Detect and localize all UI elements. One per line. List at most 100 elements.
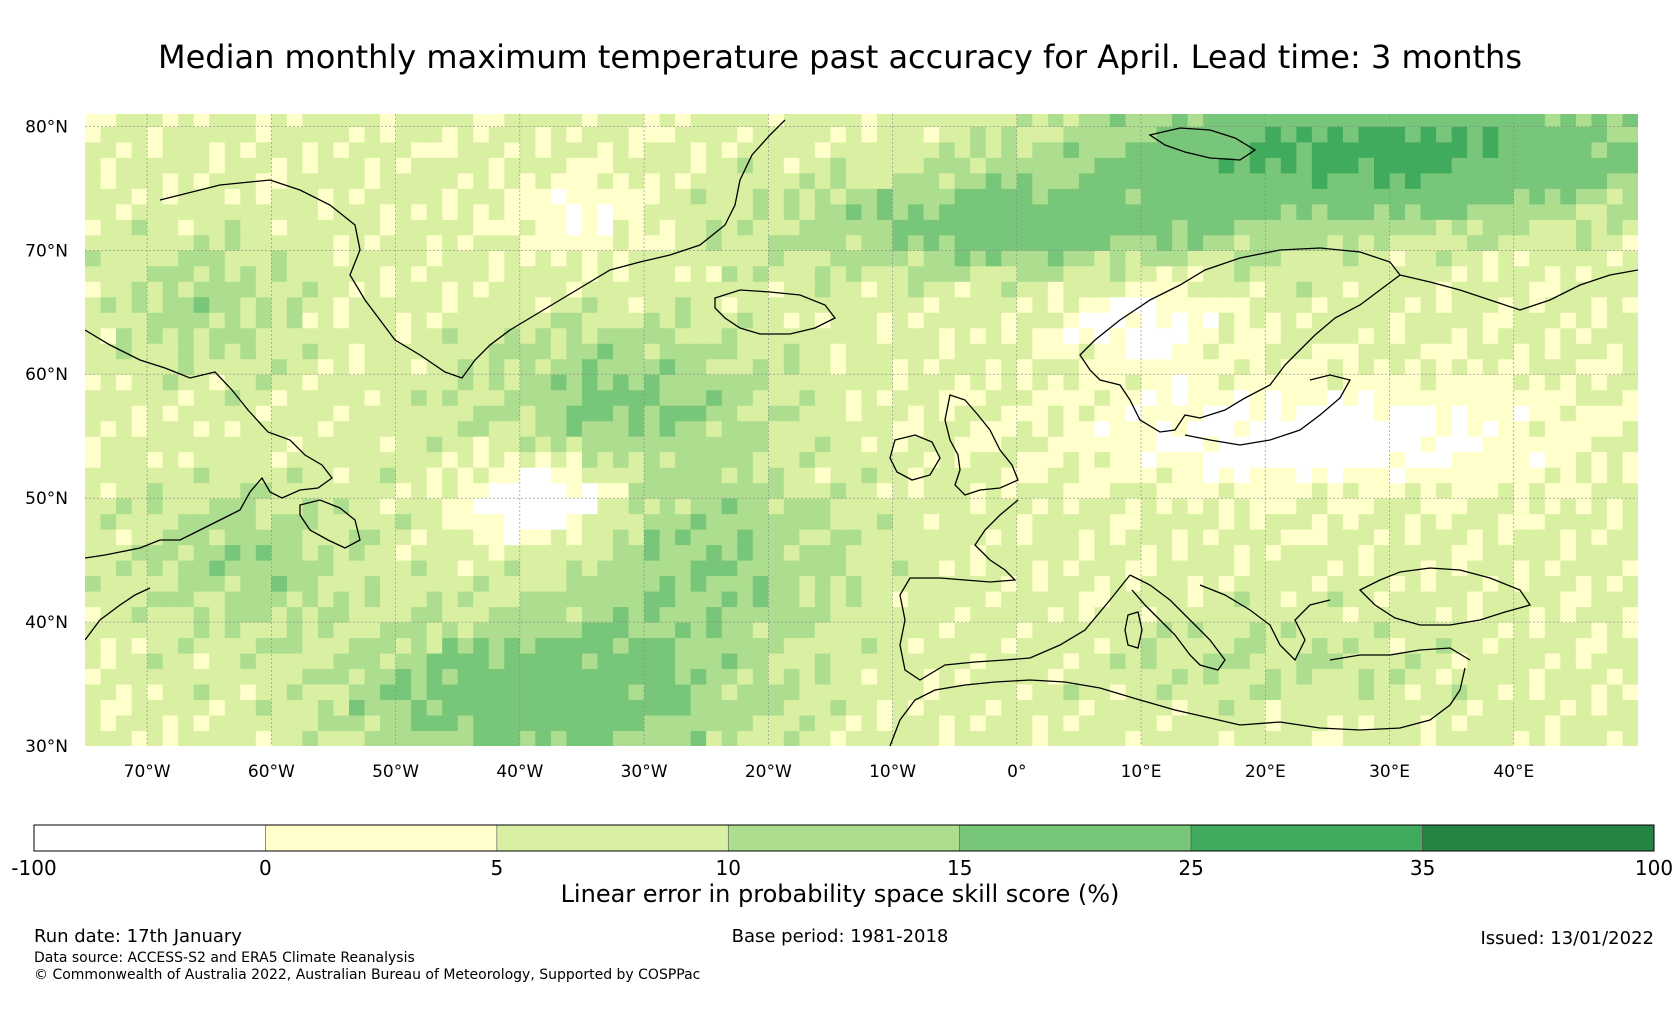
skill-cell <box>240 575 257 592</box>
skill-cell <box>1420 715 1437 732</box>
skill-cell <box>286 296 303 313</box>
skill-cell <box>224 684 241 701</box>
skill-cell <box>1280 653 1297 670</box>
skill-cell <box>1575 606 1592 623</box>
skill-cell <box>488 436 505 453</box>
skill-cell <box>939 219 956 236</box>
skill-cell <box>752 281 769 298</box>
skill-cell <box>1529 141 1546 158</box>
skill-cell <box>783 544 800 561</box>
skill-cell <box>395 141 412 158</box>
skill-cell <box>1078 250 1095 267</box>
skill-cell <box>706 389 723 406</box>
skill-cell <box>1513 467 1530 484</box>
skill-cell <box>1094 575 1111 592</box>
skill-cell <box>1560 575 1577 592</box>
skill-cell <box>690 575 707 592</box>
skill-cell <box>939 141 956 158</box>
skill-cell <box>985 436 1002 453</box>
skill-cell <box>1001 358 1018 375</box>
skill-cell <box>535 668 552 685</box>
skill-cell <box>395 296 412 313</box>
skill-cell <box>706 219 723 236</box>
skill-cell <box>193 389 210 406</box>
skill-cell <box>209 529 226 546</box>
skill-cell <box>877 114 894 127</box>
skill-cell <box>814 544 831 561</box>
skill-cell <box>1125 343 1142 360</box>
skill-cell <box>224 591 241 608</box>
skill-cell <box>752 157 769 174</box>
skill-cell <box>380 730 397 746</box>
skill-cell <box>659 420 676 437</box>
skill-cell <box>286 203 303 220</box>
skill-cell <box>1622 343 1638 360</box>
skill-cell <box>814 560 831 577</box>
skill-cell <box>488 250 505 267</box>
skill-cell <box>721 637 738 654</box>
skill-cell <box>535 715 552 732</box>
skill-cell <box>193 622 210 639</box>
skill-cell <box>877 343 894 360</box>
skill-cell <box>504 343 521 360</box>
skill-cell <box>954 467 971 484</box>
skill-cell <box>721 622 738 639</box>
skill-cell <box>85 188 102 205</box>
skill-cell <box>473 389 490 406</box>
skill-cell <box>1311 172 1328 189</box>
skill-cell <box>333 451 350 468</box>
skill-cell <box>1575 653 1592 670</box>
skill-cell <box>799 157 816 174</box>
skill-cell <box>1156 203 1173 220</box>
skill-cell <box>1373 451 1391 468</box>
skill-cell <box>1373 358 1391 375</box>
skill-cell <box>581 250 598 267</box>
skill-cell <box>286 420 303 437</box>
skill-cell <box>380 436 397 453</box>
skill-cell <box>488 622 505 639</box>
skill-cell <box>1032 513 1049 530</box>
skill-cell <box>939 405 956 422</box>
skill-cell <box>830 699 847 716</box>
skill-cell <box>504 498 521 515</box>
skill-cell <box>1032 389 1049 406</box>
skill-cell <box>581 358 598 375</box>
skill-cell <box>768 358 785 375</box>
skill-cell <box>970 234 987 251</box>
skill-cell <box>1141 141 1158 158</box>
skill-cell <box>1280 699 1297 716</box>
skill-cell <box>442 203 459 220</box>
skill-cell <box>1280 234 1297 251</box>
skill-cell <box>1187 513 1204 530</box>
skill-cell <box>597 374 614 391</box>
skill-cell <box>302 498 319 515</box>
skill-cell <box>426 467 443 484</box>
skill-cell <box>1420 622 1437 639</box>
skill-cell <box>1218 498 1235 515</box>
skill-cell <box>1606 436 1623 453</box>
skill-cell <box>892 544 909 561</box>
skill-cell <box>830 420 847 437</box>
skill-cell <box>473 203 490 220</box>
skill-cell <box>644 157 661 174</box>
skill-cell <box>644 467 661 484</box>
skill-cell <box>550 575 567 592</box>
skill-cell <box>1172 436 1189 453</box>
skill-cell <box>488 513 505 530</box>
skill-cell <box>752 327 769 344</box>
skill-cell <box>255 219 272 236</box>
skill-cell <box>504 668 521 685</box>
skill-cell <box>364 684 381 701</box>
skill-cell <box>581 575 598 592</box>
latitude-label: 50°N <box>25 489 68 509</box>
skill-cell <box>1218 467 1235 484</box>
skill-cell <box>861 436 878 453</box>
skill-cell <box>690 157 707 174</box>
skill-cell <box>783 114 800 127</box>
skill-cell <box>1265 265 1282 282</box>
skill-cell <box>193 637 210 654</box>
skill-cell <box>473 250 490 267</box>
skill-cell <box>1172 715 1189 732</box>
skill-cell <box>1141 374 1158 391</box>
skill-cell <box>597 715 614 732</box>
